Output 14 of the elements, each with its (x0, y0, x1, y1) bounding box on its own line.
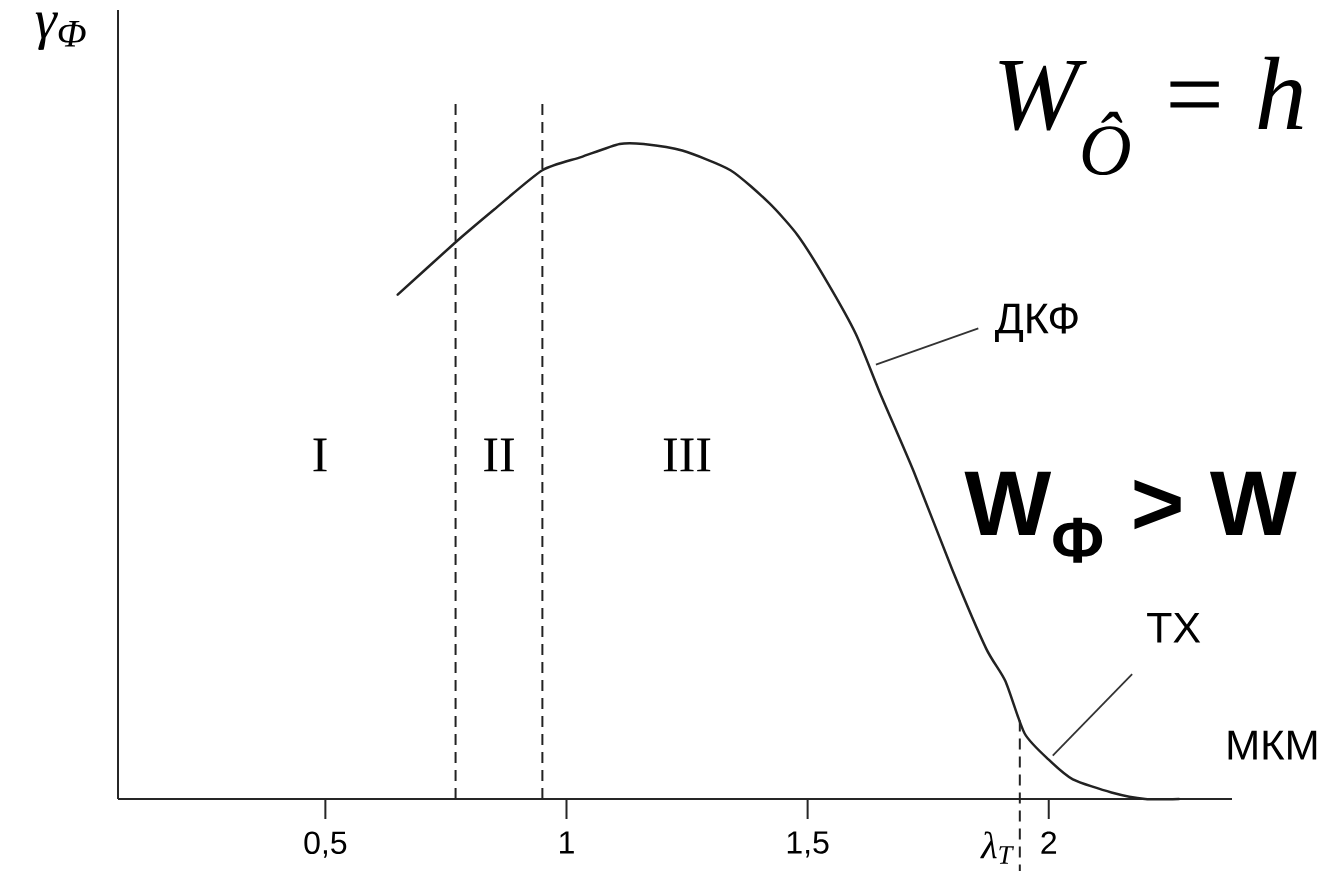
y-axis-title: γ$_{Φ}$ (35, 12, 86, 51)
annotation: ТХ (1147, 612, 1201, 643)
ref-line-label: λ$_{T}$ (980, 831, 1014, 864)
annotation: W$_{Ô}$ = h (999, 56, 1303, 176)
x-axis-title: МКМ (1228, 730, 1317, 760)
x-tick-label: 2 (1041, 831, 1057, 854)
x-tick-label: 1,5 (787, 831, 829, 858)
annotation: W$_{Φ}$ > W (964, 471, 1297, 563)
annotation: ДКФ (995, 303, 1078, 342)
x-tick-label: 0,5 (304, 831, 347, 858)
x-tick-label: 1 (560, 831, 574, 854)
annotation: I (313, 438, 327, 472)
annotation: III (663, 438, 711, 472)
annotation: II (484, 438, 514, 472)
